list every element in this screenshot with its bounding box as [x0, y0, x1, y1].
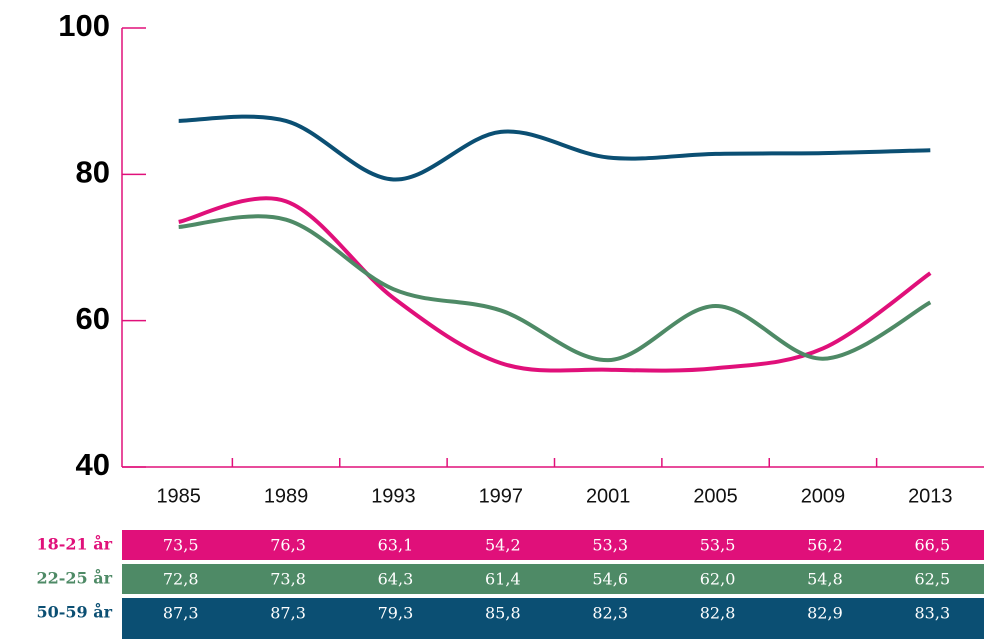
table-value: 64,3 [378, 570, 414, 589]
y-tick-label: 60 [76, 301, 110, 336]
x-tick-label: 2009 [801, 485, 846, 507]
series-line [178, 196, 932, 373]
x-tick-label: 1993 [371, 485, 416, 507]
x-tick-label: 2013 [908, 485, 953, 507]
table-value: 85,8 [485, 604, 521, 623]
x-tick-label: 2005 [693, 485, 738, 507]
y-tick-label: 40 [76, 447, 110, 482]
table-value: 82,3 [592, 604, 628, 623]
table-value: 62,0 [700, 570, 736, 589]
table-value: 53,3 [592, 536, 628, 555]
x-tick-label: 1985 [156, 485, 201, 507]
table-value: 54,8 [807, 570, 843, 589]
table-value: 54,6 [592, 570, 628, 589]
table-row-band [122, 598, 984, 639]
table-value: 62,5 [915, 570, 951, 589]
series-line [178, 214, 932, 363]
y-tick-label: 100 [58, 8, 110, 43]
table-value: 87,3 [270, 604, 306, 623]
table-value: 72,8 [163, 570, 199, 589]
table-value: 87,3 [163, 604, 199, 623]
table-value: 76,3 [270, 536, 306, 555]
legend-label: 50-59 år [36, 602, 112, 622]
table-value: 63,1 [378, 536, 414, 555]
table-value: 82,8 [700, 604, 736, 623]
legend-label: 18-21 år [36, 534, 112, 554]
x-tick-label: 1989 [264, 485, 309, 507]
legend-label: 22-25 år [36, 568, 112, 588]
table-value: 61,4 [485, 570, 521, 589]
x-tick-label: 1997 [479, 485, 524, 507]
y-tick-label: 80 [76, 155, 110, 190]
series-line [178, 114, 931, 182]
table-value: 66,5 [915, 536, 951, 555]
table-value: 73,5 [163, 536, 199, 555]
x-tick-label: 2001 [586, 485, 631, 507]
table-value: 79,3 [378, 604, 414, 623]
table-value: 54,2 [485, 536, 521, 555]
table-value: 82,9 [807, 604, 843, 623]
table-value: 56,2 [807, 536, 843, 555]
table-value: 83,3 [915, 604, 951, 623]
table-value: 73,8 [270, 570, 306, 589]
table-value: 53,5 [700, 536, 736, 555]
table-row-band [122, 530, 984, 560]
table-row-band [122, 564, 984, 594]
